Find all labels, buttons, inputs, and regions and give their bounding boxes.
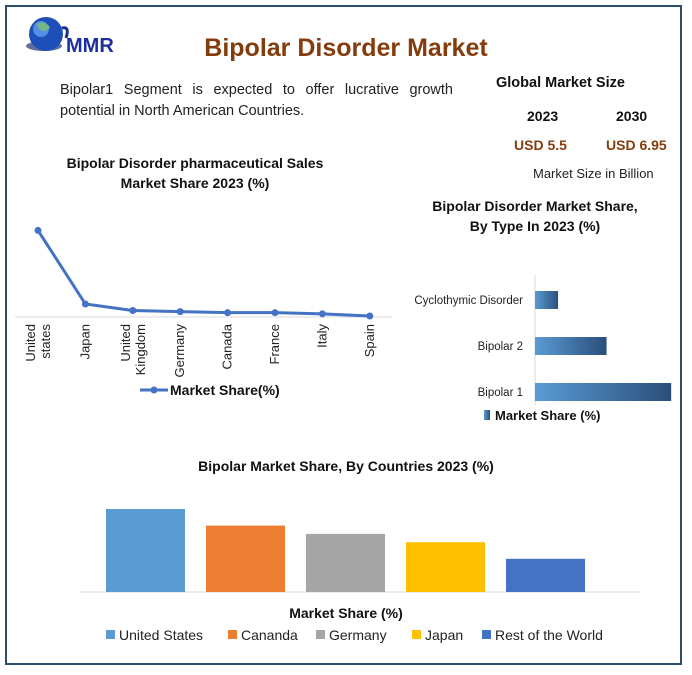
y-tick-label: Bipolar 2 <box>478 341 523 353</box>
legend-swatch <box>484 410 490 420</box>
legend-label-2: Germany <box>329 627 387 643</box>
y-tick-label: Bipolar 1 <box>478 387 523 399</box>
bar-0 <box>535 291 559 309</box>
legend-label: Market Share(%) <box>170 382 280 398</box>
legend-swatch-3 <box>412 630 421 639</box>
bar-2 <box>306 533 385 592</box>
line-chart-title: Bipolar Disorder pharmaceutical Sales Ma… <box>66 155 324 191</box>
x-tick-label: Italy <box>314 324 329 348</box>
x-tick-label: Canada <box>220 323 235 369</box>
bar-1 <box>206 525 285 592</box>
series-line <box>36 229 370 318</box>
year-2030: 2030 <box>616 108 648 124</box>
x-tick-label: Japan <box>77 324 92 359</box>
legend-label-4: Rest of the World <box>495 627 603 643</box>
legend-swatch-0 <box>106 630 115 639</box>
logo-text: MMR <box>66 35 114 57</box>
type-chart-title: Bipolar Disorder Market Share, By Type I… <box>432 198 638 234</box>
summary-text: Bipolar1 Segment is expected to offer lu… <box>60 82 453 119</box>
bar-2 <box>535 383 672 401</box>
country-bar-chart: Market Share (%) United States Cananda Germ… <box>80 509 640 643</box>
bar-1 <box>535 337 607 355</box>
data-point-7 <box>366 312 374 320</box>
year-2023: 2023 <box>527 108 559 124</box>
data-point-2 <box>129 307 137 315</box>
x-tick-label: France <box>267 324 282 364</box>
x-tick-label: Germany <box>172 324 187 378</box>
legend-swatch-4 <box>482 630 491 639</box>
legend-label-0: United States <box>119 627 203 643</box>
mmr-logo: MMR <box>26 17 114 57</box>
x-axis-label: Market Share (%) <box>289 605 403 621</box>
bar-3 <box>406 542 485 592</box>
data-point-6 <box>318 310 326 318</box>
unit-note: Market Size in Billion <box>533 166 654 181</box>
legend-label-1: Cananda <box>241 627 298 643</box>
frame-border <box>5 5 682 665</box>
type-bar-chart: Cyclothymic Disorder Bipolar 2 Bipolar 1 Ma… <box>414 275 672 423</box>
line-chart: Unitedstates Japan UnitedKingdom Germany Can… <box>15 226 392 398</box>
page-title: Bipolar Disorder Market <box>204 34 488 62</box>
data-point-4 <box>224 309 232 317</box>
legend-label-3: Japan <box>425 627 463 643</box>
legend-label: Market Share (%) <box>495 408 600 423</box>
bar-0 <box>106 509 185 592</box>
value-2023: USD 5.5 <box>514 137 567 153</box>
data-point-3 <box>176 308 184 316</box>
country-chart-title: Bipolar Market Share, By Countries 2023 … <box>198 458 494 474</box>
legend-marker <box>150 386 158 394</box>
data-point-0 <box>34 226 42 234</box>
x-tick-label: Unitedstates <box>23 324 53 362</box>
x-tick-label: UnitedKingdom <box>118 324 148 375</box>
legend-swatch-1 <box>228 630 237 639</box>
y-tick-label: Cyclothymic Disorder <box>414 295 523 307</box>
legend-swatch-2 <box>316 630 325 639</box>
data-point-5 <box>271 309 279 317</box>
market-size-title: Global Market Size <box>496 75 625 91</box>
bar-4 <box>506 558 585 592</box>
data-point-1 <box>81 300 89 308</box>
x-tick-label: Spain <box>362 324 377 357</box>
value-2030: USD 6.95 <box>606 137 667 153</box>
